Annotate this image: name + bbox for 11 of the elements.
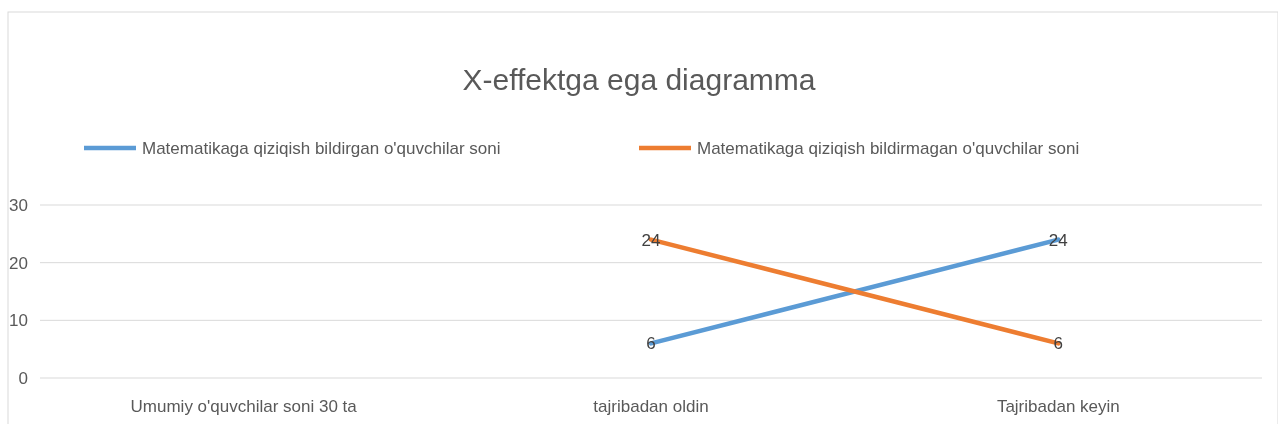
y-tick-label: 0 [18,368,28,388]
y-tick-label: 20 [9,253,28,273]
legend-label: Matematikaga qiziqish bildirmagan o'quvchilar soni [697,138,1080,158]
y-tick-label: 10 [9,311,28,331]
data-label: 24 [1048,230,1068,250]
x-tick-label: tajribadan oldin [593,397,709,416]
x-tick-label: Tajribadan keyin [996,397,1120,416]
y-tick-label: 30 [9,195,28,215]
x-tick-label: Umumiy o'quvchilar soni 30 ta [130,397,358,416]
chart-title: X-effektga ega diagramma [462,63,816,96]
legend-label: Matematikaga qiziqish bildirgan o'quvchilar soni [142,138,501,158]
